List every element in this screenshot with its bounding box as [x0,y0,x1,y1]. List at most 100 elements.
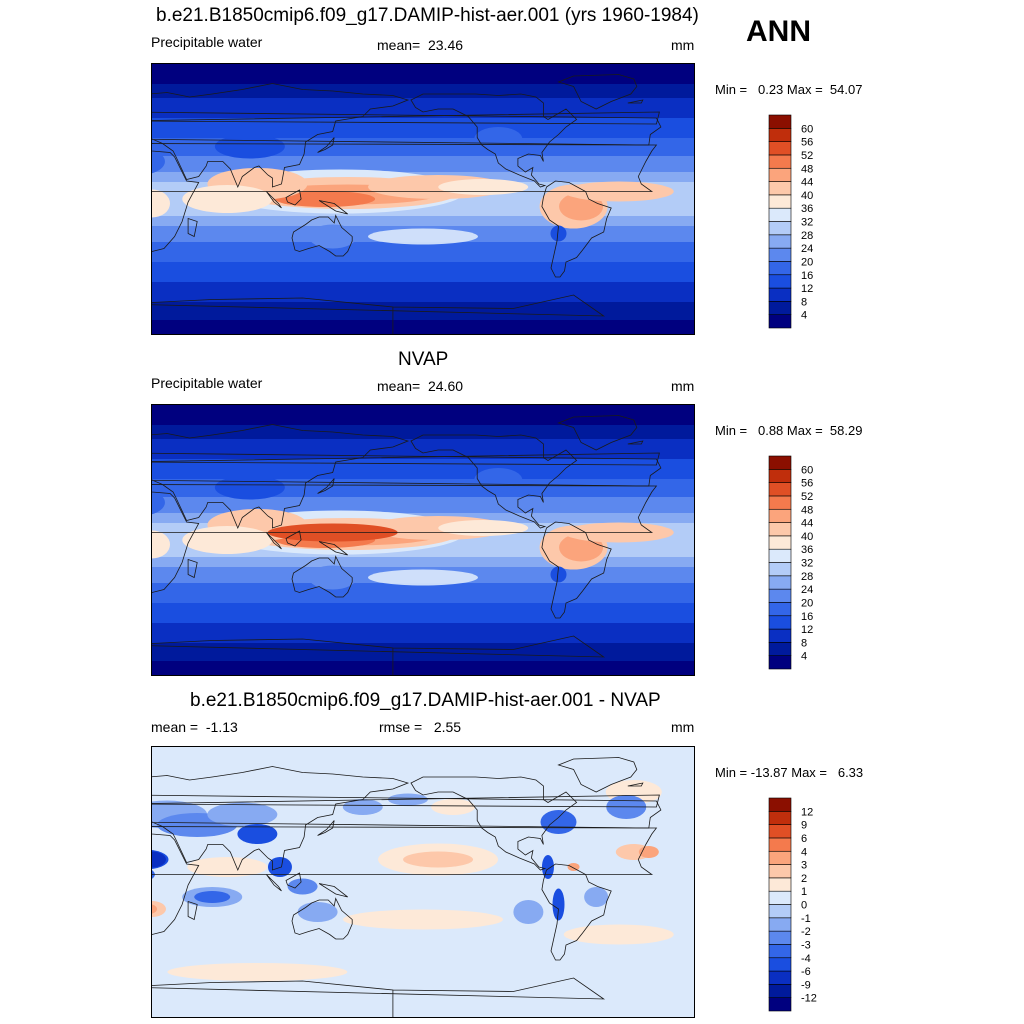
colorbar-tick-label: 40 [801,531,813,543]
field-band [152,156,694,172]
colorbar-box [769,288,791,301]
colorbar-box [769,563,791,576]
colorbar-tick-label: 16 [801,270,813,282]
colorbar-box [769,456,791,469]
colorbar-tick-label: 8 [801,637,807,649]
colorbar-box [769,616,791,629]
colorbar-tick-label: 52 [801,491,813,503]
colorbar-tick-label: 40 [801,190,813,202]
field-region [182,185,272,213]
colorbar-box [769,589,791,602]
colorbar-box [769,629,791,642]
field-band [152,320,694,334]
panel-2-mean-label: mean= 24.60 [377,379,463,393]
colorbar-tick-label: -9 [801,979,811,991]
figure-title: b.e21.B1850cmip6.f09_g17.DAMIP-hist-aer.… [156,6,699,25]
colorbar-box [769,155,791,168]
colorbar-box [769,642,791,655]
colorbar-box [769,182,791,195]
field-band [152,64,694,84]
colorbar-box [769,115,791,128]
field-band [152,262,694,282]
colorbar-tick-label: 52 [801,150,813,162]
panel-3-units-label: mm [671,720,694,734]
colorbar-tick-label: 0 [801,900,807,912]
colorbar-tick-label: 3 [801,860,807,872]
colorbar-box [769,958,791,971]
field-region [368,229,478,245]
colorbar-tick-label: 56 [801,137,813,149]
colorbar-tick-label: 6 [801,833,807,845]
colorbar-box [769,301,791,314]
colorbar-tick-label: 44 [801,177,813,189]
colorbar-tick-label: 60 [801,123,813,135]
field-region [403,852,473,868]
colorbar-box [769,536,791,549]
colorbar-box [769,496,791,509]
field-region [542,855,554,879]
field-band [152,459,694,479]
field-region [309,566,357,590]
colorbar-tick-label: -1 [801,913,811,925]
field-region [343,910,503,930]
colorbar-tick-label: 44 [801,518,813,530]
field-region [167,963,347,981]
colorbar-box [769,931,791,944]
field-band [152,603,694,623]
field-region [438,520,528,536]
panel-3-title: b.e21.B1850cmip6.f09_g17.DAMIP-hist-aer.… [190,691,661,710]
colorbar-box [769,483,791,496]
colorbar-box [769,998,791,1011]
panel-3-minmax: Min = -13.87 Max = 6.33 [715,766,863,779]
panel-2-map-svg [152,405,694,675]
colorbar-box [769,825,791,838]
panel-3-mean-label: mean = -1.13 [151,720,238,734]
colorbar-tick-label: 4 [801,310,807,322]
colorbar-tick-label: 9 [801,820,807,832]
colorbar-box [769,576,791,589]
colorbar-tick-label: 60 [801,464,813,476]
colorbar-tick-label: -12 [801,993,817,1005]
season-label: ANN [746,17,811,47]
colorbar-box [769,905,791,918]
colorbar-tick-label: 24 [801,584,813,596]
colorbar-tick-label: 48 [801,163,813,175]
colorbar-tick-label: 32 [801,217,813,229]
field-band [152,583,694,603]
panel-2-colorbar: 4 8 12 16 20 24 28 32 36 40 44 48 52 56 60 [769,456,791,669]
colorbar-tick-label: 20 [801,597,813,609]
colorbar-tick-label: 36 [801,203,813,215]
field-region [215,135,285,159]
field-band [152,643,694,661]
colorbar-tick-label: 12 [801,624,813,636]
colorbar-box [769,195,791,208]
field-band [152,661,694,675]
colorbar-box [769,523,791,536]
colorbar-tick-label: -2 [801,926,811,938]
panel-1-mean-label: mean= 23.46 [377,38,463,52]
panel-1-colorbar: 4 8 12 16 20 24 28 32 36 40 44 48 52 56 60 [769,115,791,328]
colorbar-tick-label: 16 [801,611,813,623]
colorbar-tick-label: 24 [801,243,813,255]
colorbar-box [769,469,791,482]
colorbar-tick-label: 32 [801,558,813,570]
field-region [584,887,608,907]
colorbar-box [769,222,791,235]
panel-1-minmax: Min = 0.23 Max = 54.07 [715,83,862,96]
field-region [182,526,272,554]
field-band [152,405,694,425]
colorbar-tick-label: 20 [801,256,813,268]
colorbar-box [769,509,791,522]
field-region [438,179,528,195]
field-region [513,900,543,924]
colorbar-box [769,315,791,328]
colorbar-tick-label: 48 [801,504,813,516]
field-band [152,118,694,138]
colorbar-tick-label: 28 [801,230,813,242]
colorbar-box [769,891,791,904]
colorbar-box [769,549,791,562]
colorbar-box [769,865,791,878]
colorbar-box [769,208,791,221]
colorbar-box [769,235,791,248]
